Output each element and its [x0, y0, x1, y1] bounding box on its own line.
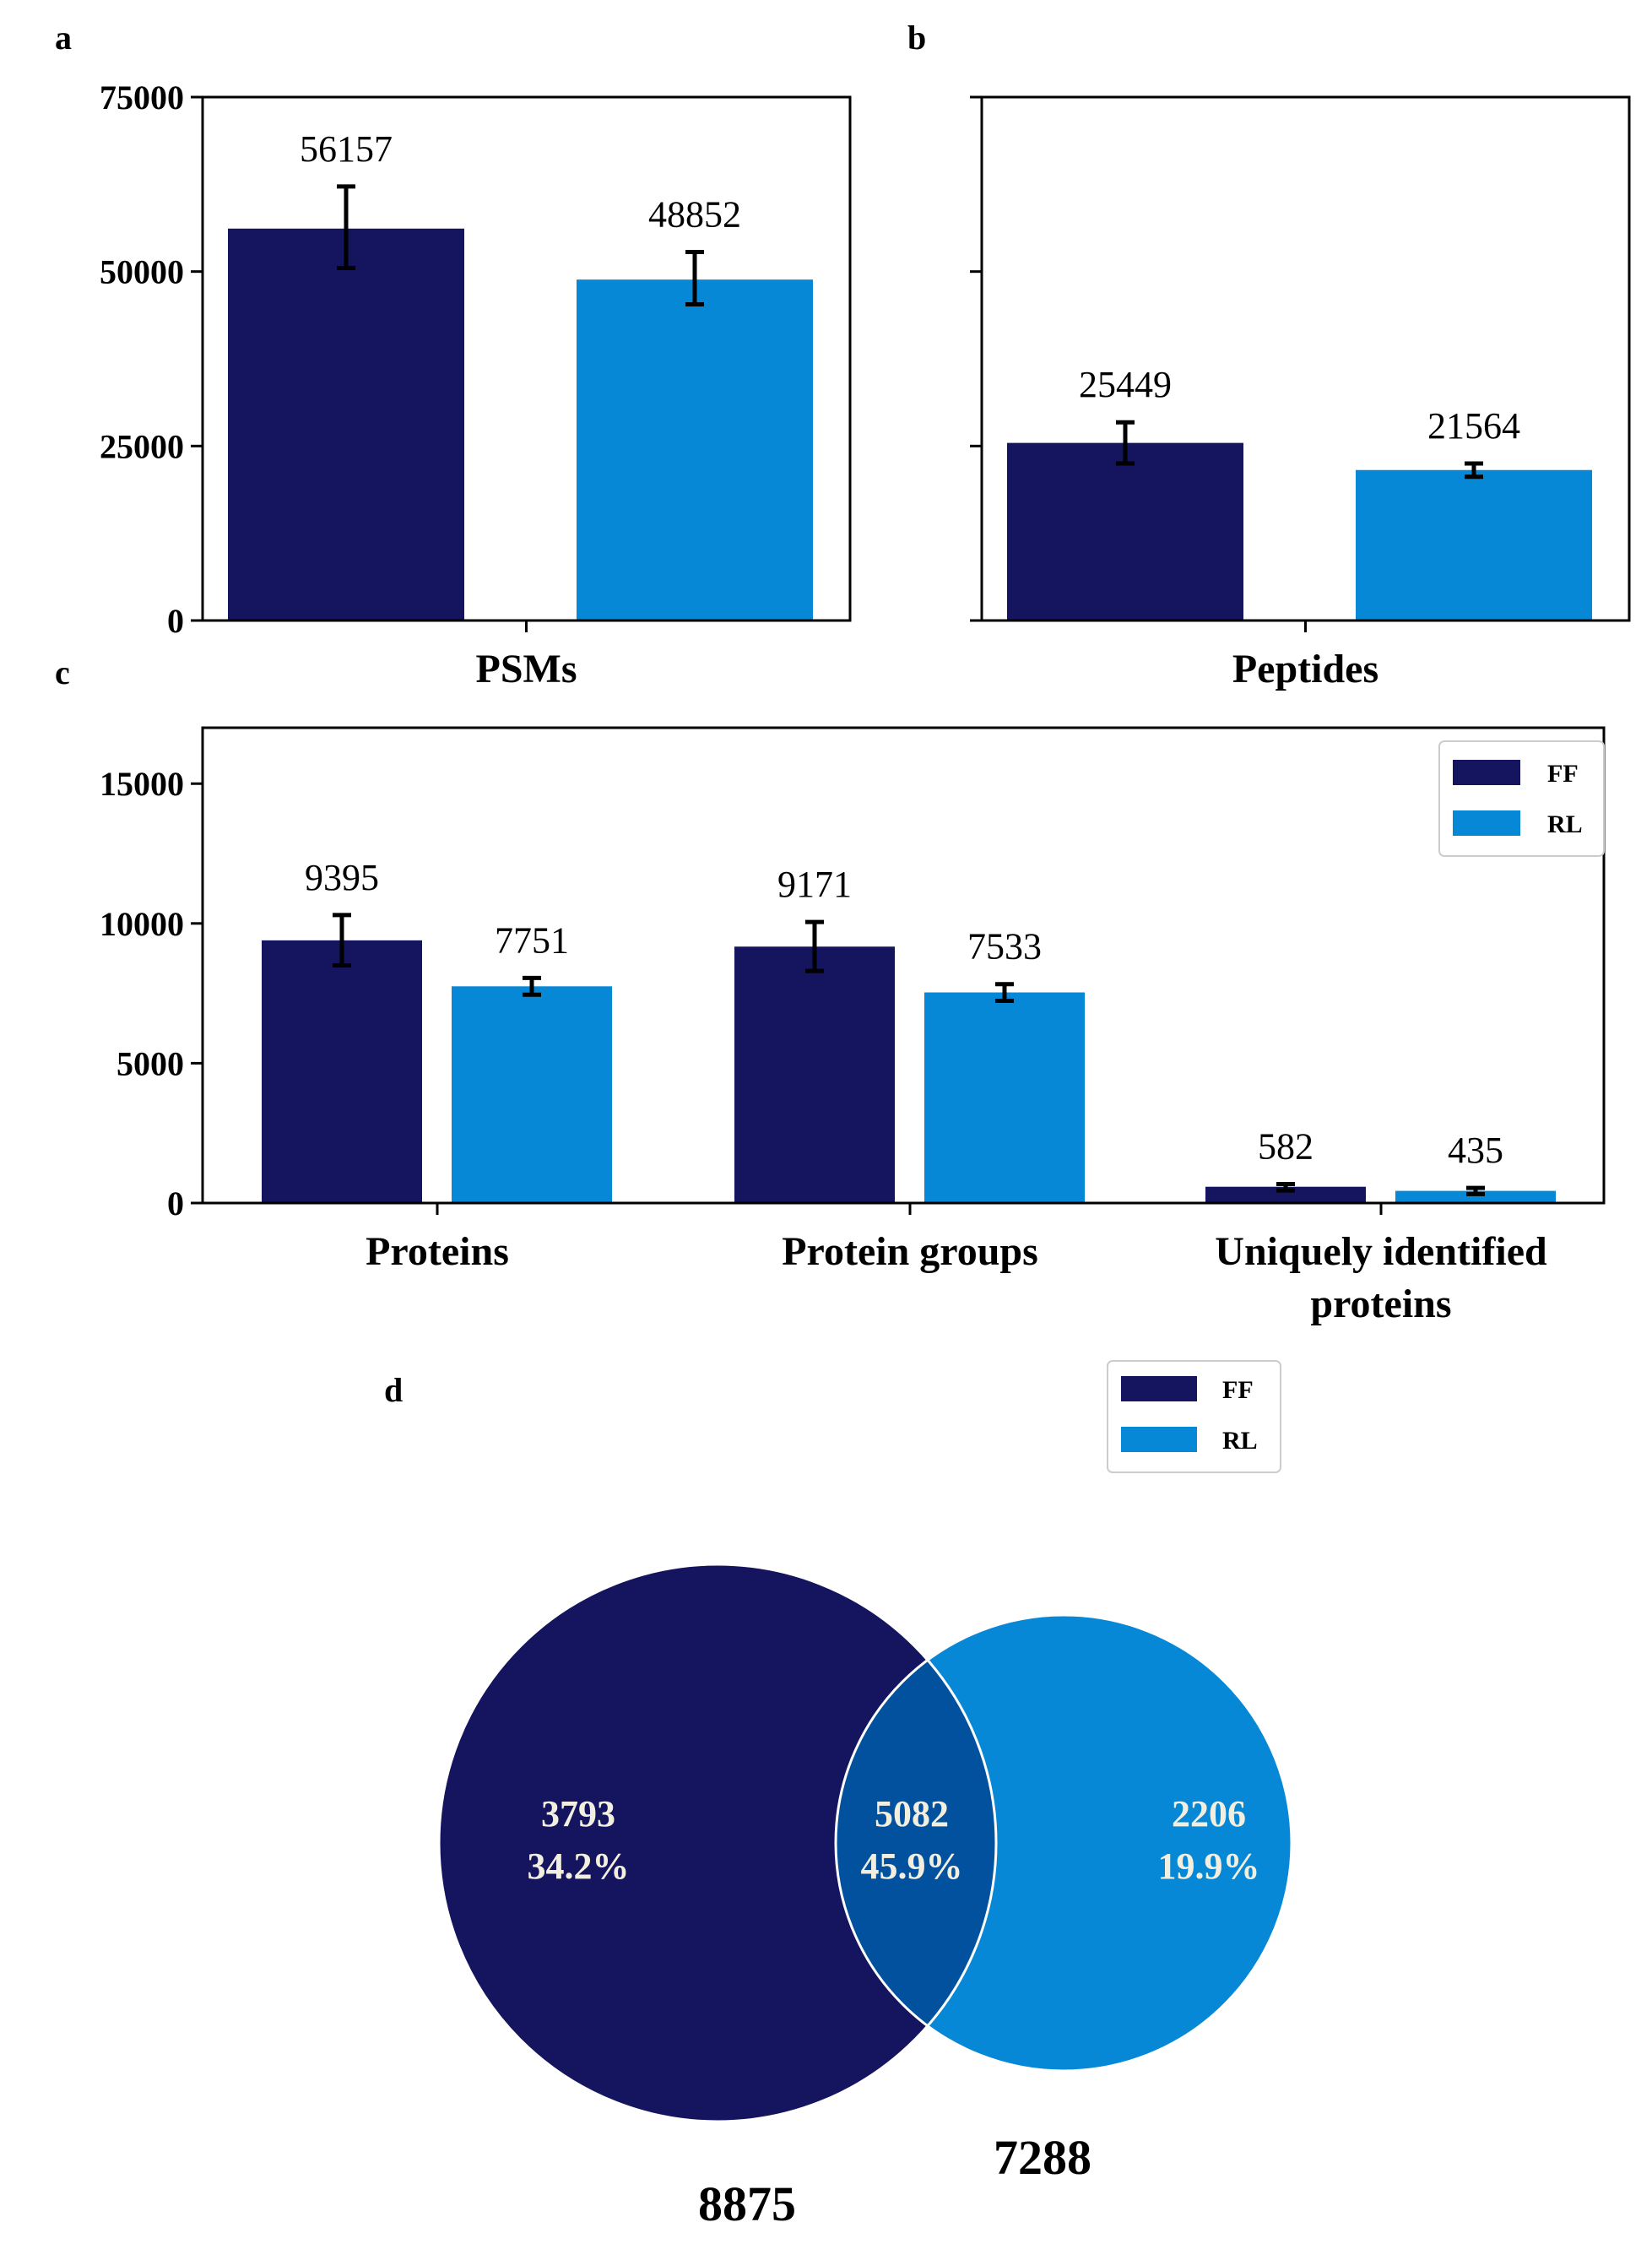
value-label: 582	[1258, 1125, 1313, 1167]
value-label: 7751	[495, 919, 569, 961]
y-tick-label: 10000	[100, 905, 184, 943]
venn-count-both: 5082	[875, 1793, 949, 1835]
error-bar	[523, 975, 541, 997]
venn-total-rl: 7288	[994, 2130, 1091, 2185]
bar-rl	[1395, 1190, 1556, 1203]
value-label: 435	[1448, 1130, 1503, 1171]
bar-ff	[228, 228, 464, 621]
legend-swatch-ff	[1453, 760, 1520, 785]
error-bar	[805, 919, 824, 973]
error-bar	[333, 913, 351, 967]
legend-swatch-rl	[1453, 810, 1520, 836]
legend: FF RL	[1438, 740, 1605, 857]
category-label-line: proteins	[1310, 1282, 1451, 1326]
panel-letter: b	[907, 19, 926, 57]
bar-ff	[734, 946, 895, 1203]
panel-d: d FF RL 3793 34.2% 5082 45.9% 2206 19.9% 8875 7288	[384, 1360, 1293, 2231]
category-label-line: Proteins	[366, 1229, 509, 1274]
error-bar	[995, 982, 1014, 1004]
panel-b: b 25449 21564 Peptides	[907, 19, 1631, 691]
value-label: 25449	[1079, 364, 1172, 405]
category-label: Protein groups	[782, 1229, 1038, 1274]
panel-a: a 56157 48852 0 25000 50000 75000 PSMs	[55, 19, 852, 691]
category-label-line: PSMs	[476, 647, 577, 691]
legend-label: RL	[1547, 810, 1583, 838]
plot-frame	[201, 726, 1606, 1205]
venn-pct-both: 45.9%	[861, 1845, 963, 1887]
legend-label: RL	[1222, 1427, 1258, 1455]
category-label: Peptides	[1232, 647, 1378, 691]
panel-letter: d	[384, 1371, 403, 1409]
panel-letter: c	[55, 653, 70, 691]
category-label-line: Uniquely identified	[1215, 1229, 1547, 1274]
bar-rl	[577, 279, 813, 621]
bar-ff	[1205, 1186, 1366, 1203]
error-bar	[1465, 461, 1483, 480]
panel-letter: a	[55, 19, 72, 57]
bar-rl	[1356, 469, 1592, 621]
y-tick-label: 15000	[100, 765, 184, 803]
y-tick-label: 25000	[100, 427, 184, 465]
y-tick-label: 5000	[116, 1044, 184, 1082]
bar-ff	[1007, 442, 1243, 621]
legend-box	[1438, 740, 1605, 857]
value-label: 48852	[648, 194, 741, 236]
legend-label: FF	[1547, 760, 1579, 788]
bar-ff	[262, 940, 422, 1203]
legend-label: FF	[1222, 1376, 1254, 1404]
category-label-line: Peptides	[1232, 647, 1378, 691]
venn-circle-ff	[439, 1564, 996, 2122]
venn-pct-only_RL: 19.9%	[1158, 1845, 1260, 1887]
error-bar	[1466, 1185, 1485, 1196]
venn-total-ff: 8875	[698, 2176, 796, 2231]
value-label: 21564	[1427, 405, 1520, 447]
venn-overlap	[836, 1615, 996, 2071]
y-tick-label: 0	[167, 602, 184, 640]
value-label: 7533	[967, 926, 1042, 967]
y-tick-label: 75000	[100, 79, 184, 117]
error-bar	[337, 184, 355, 271]
error-bar	[1116, 420, 1135, 466]
venn-outline-rl	[834, 1613, 1293, 2073]
category-label-line: Protein groups	[782, 1229, 1038, 1274]
category-label: Proteins	[366, 1229, 509, 1274]
category-label: Uniquely identified proteins	[1215, 1229, 1547, 1326]
panel-c: c 9395 7751 9171 7533 582 435 0 5000 10000 15000 Pr…	[55, 653, 1606, 1326]
value-label: 9395	[305, 857, 379, 898]
y-tick-label: 0	[167, 1184, 184, 1222]
y-tick-label: 50000	[100, 253, 184, 291]
legend: FF RL	[1107, 1360, 1281, 1473]
venn-count-only_RL: 2206	[1172, 1793, 1246, 1835]
error-bar	[1276, 1181, 1295, 1193]
category-label: PSMs	[476, 647, 577, 691]
legend-swatch-rl	[1121, 1427, 1197, 1452]
venn-pct-only_FF: 34.2%	[528, 1845, 630, 1887]
error-bar	[685, 250, 704, 307]
venn-outline-ff	[437, 1563, 998, 2123]
bar-rl	[924, 992, 1085, 1203]
bar-rl	[452, 986, 612, 1203]
value-label: 56157	[300, 128, 393, 170]
legend-swatch-ff	[1121, 1376, 1197, 1401]
value-label: 9171	[777, 864, 852, 905]
venn-count-only_FF: 3793	[541, 1793, 615, 1835]
